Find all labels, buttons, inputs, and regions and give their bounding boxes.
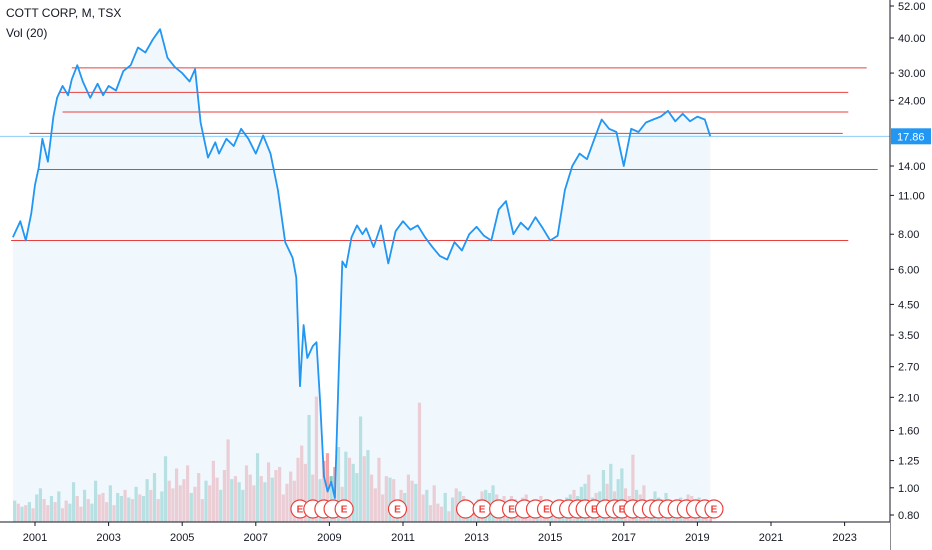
x-tick-label: 2003 (96, 532, 120, 544)
earnings-marker-circle (387, 499, 408, 519)
y-tick-label: 0.80 (898, 510, 919, 522)
y-tick-label: 1.25 (898, 456, 919, 468)
x-tick-label: 2017 (612, 532, 636, 544)
price-line (12, 28, 712, 499)
y-tick-label: 24.00 (898, 95, 926, 107)
earnings-marker-label: E (508, 505, 515, 516)
price-area (12, 29, 711, 522)
chart-title: COTT CORP, M, TSX (6, 6, 122, 20)
y-tick-label: 8.00 (898, 229, 919, 241)
x-axis[interactable]: 2001 2003 2005 2007 2009 2011 2013 2015 2017 2019… (0, 521, 890, 550)
y-tick-label: 30.00 (898, 68, 926, 80)
y-tick-label: 1.60 (898, 425, 919, 437)
price-series (12, 28, 712, 499)
x-tick-label: 2001 (23, 532, 47, 544)
x-tick-label: 2007 (244, 532, 268, 544)
y-tick-label: 4.50 (898, 299, 919, 311)
y-tick-label: 14.00 (898, 161, 926, 173)
earnings-marker: E (472, 499, 492, 519)
x-tick-label: 2013 (464, 532, 488, 544)
earnings-marker-circle (704, 499, 724, 519)
earnings-marker: E (387, 499, 408, 519)
earnings-marker-label: E (591, 505, 598, 516)
earnings-marker-circle (455, 499, 476, 519)
resistance-lines (0, 67, 890, 241)
earnings-marker-label: E (711, 505, 718, 516)
earnings-marker-label: E (394, 505, 401, 516)
last-price-badge (891, 128, 931, 145)
earnings-marker-label: E (619, 505, 626, 516)
x-tick-label: 2009 (317, 532, 341, 544)
x-tick-label: 2019 (685, 532, 709, 544)
y-tick-label: 2.10 (898, 392, 919, 404)
y-tick-label: 3.50 (898, 330, 919, 342)
earnings-marker-label: E (297, 505, 304, 516)
y-tick-label: 1.00 (898, 483, 919, 495)
y-axis-background (890, 0, 932, 550)
y-tick-label: 2.70 (898, 362, 919, 374)
volume-label: Vol (20) (6, 26, 48, 40)
earnings-marker (455, 499, 476, 519)
earnings-marker-label: E (341, 505, 348, 516)
earnings-marker-label: E (479, 505, 486, 516)
x-tick-label: 2011 (391, 532, 415, 544)
x-tick-label: 2005 (170, 532, 194, 544)
earnings-marker: E (704, 499, 724, 519)
x-tick-label: 2015 (538, 532, 562, 544)
y-tick-label: 52.00 (898, 1, 926, 13)
y-tick-label: 6.00 (898, 264, 919, 276)
earnings-marker: E (334, 499, 354, 519)
x-tick-label: 2023 (832, 532, 856, 544)
y-axis[interactable]: 52.00 40.00 30.00 24.00 17.86 14.00 11.00 8.00 6… (889, 0, 932, 550)
price-area-fill (12, 29, 711, 522)
y-tick-label: 40.00 (898, 33, 926, 45)
last-price-label: 17.86 (897, 131, 925, 143)
y-tick-label: 11.00 (898, 190, 925, 202)
x-tick-label: 2021 (759, 532, 783, 544)
earnings-marker-circle (334, 499, 354, 519)
x-axis-background (0, 522, 890, 550)
earnings-marker-label: E (543, 505, 550, 516)
